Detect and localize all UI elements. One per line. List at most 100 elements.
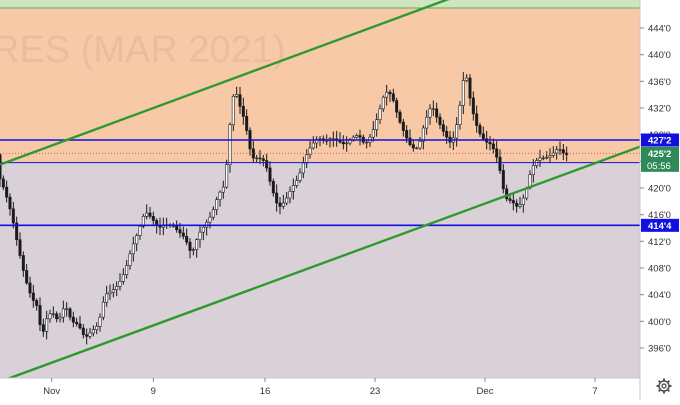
candle-body: [501, 170, 505, 190]
candle-body: [481, 133, 485, 140]
level-label: 414'4: [648, 221, 672, 232]
candle-body: [135, 235, 139, 245]
settings-gear-button[interactable]: [654, 376, 674, 396]
candle-body: [175, 226, 179, 230]
candle-body: [491, 143, 495, 150]
price-marker-box: [641, 146, 679, 172]
candle-body: [218, 191, 222, 200]
y-tick-label: 396'0: [648, 344, 671, 355]
candle-body: [61, 308, 65, 318]
candle-body: [551, 152, 555, 156]
candle-body: [35, 300, 39, 306]
candle-body: [511, 200, 515, 204]
top-strip: [0, 0, 640, 8]
candle-body: [231, 96, 235, 125]
candle-body: [31, 292, 35, 301]
y-tick-label: 416'0: [648, 210, 671, 221]
candle-body: [215, 199, 219, 210]
candle-body: [415, 147, 419, 150]
candle-body: [298, 172, 302, 181]
candle-body: [15, 222, 19, 240]
candle-body: [548, 155, 552, 158]
candle-body: [185, 236, 189, 243]
candle-body: [465, 77, 469, 81]
candle-body: [468, 77, 472, 99]
candle-body: [148, 212, 152, 217]
candle-body: [121, 274, 125, 282]
candle-body: [98, 316, 102, 327]
candle-body: [555, 149, 559, 154]
candle-body: [431, 108, 435, 110]
candle-body: [8, 196, 12, 210]
y-tick-label: 436'0: [648, 77, 671, 88]
candle-body: [108, 291, 112, 295]
candle-body: [38, 305, 42, 325]
candle-body: [101, 301, 105, 318]
candle-body: [471, 97, 475, 115]
candle-body: [445, 131, 449, 138]
gear-icon: [656, 378, 672, 394]
candle-body: [428, 108, 432, 118]
candle-body: [285, 197, 289, 204]
candle-body: [201, 226, 205, 233]
candle-body: [455, 124, 459, 139]
candle-body: [441, 124, 445, 132]
level-label-box: [641, 218, 679, 232]
candle-body: [411, 144, 415, 149]
x-tick-label: 23: [370, 386, 381, 397]
candle-body: [131, 243, 135, 255]
candle-body: [301, 162, 305, 174]
candle-body: [48, 313, 52, 320]
candle-body: [21, 255, 25, 271]
candle-body: [211, 209, 215, 218]
candle-body: [41, 324, 45, 332]
candle-body: [558, 149, 562, 151]
candle-body: [118, 281, 122, 287]
candle-body: [265, 160, 269, 169]
candle-body: [278, 202, 282, 207]
candle-body: [561, 149, 565, 154]
trend-line-channel-lower: [0, 145, 641, 383]
candle-body: [141, 216, 145, 227]
candle-body: [291, 185, 295, 192]
y-tick-label: 400'0: [648, 317, 671, 328]
candle-body: [45, 318, 49, 332]
level-label: 427'2: [648, 136, 671, 147]
candle-body: [195, 239, 199, 250]
candle-body: [11, 208, 15, 224]
x-tick-label: Nov: [43, 386, 60, 397]
countdown-label: 05:56: [647, 161, 671, 172]
candle-body: [461, 80, 465, 106]
candle-body: [398, 111, 402, 123]
x-tick-label: 16: [260, 386, 271, 397]
candle-body: [395, 100, 399, 113]
candle-body: [111, 289, 115, 293]
candle-body: [268, 167, 272, 182]
y-tick-label: 408'0: [648, 264, 671, 275]
candle-body: [405, 130, 409, 139]
y-tick-label: 444'0: [648, 24, 671, 35]
candle-body: [438, 116, 442, 125]
candle-body: [241, 106, 245, 117]
price-axis-panel: [640, 0, 680, 400]
candle-body: [128, 253, 132, 266]
candle-body: [388, 91, 392, 95]
candle-body: [198, 231, 202, 240]
candle-body: [71, 316, 75, 323]
candle-body: [228, 124, 232, 165]
candle-body: [458, 105, 462, 125]
candle-body: [138, 226, 142, 236]
candle-body: [355, 135, 359, 138]
candle-body: [401, 121, 405, 131]
candle-body: [221, 186, 225, 193]
candle-body: [145, 212, 149, 217]
candle-body: [91, 329, 95, 334]
price-marker-label: 425'2: [648, 149, 671, 160]
candle-body: [371, 129, 375, 138]
candle-body: [381, 96, 385, 110]
candle-body: [385, 91, 389, 98]
level-label-box: [641, 133, 679, 147]
candle-body: [75, 321, 79, 325]
candle-body: [275, 192, 279, 204]
